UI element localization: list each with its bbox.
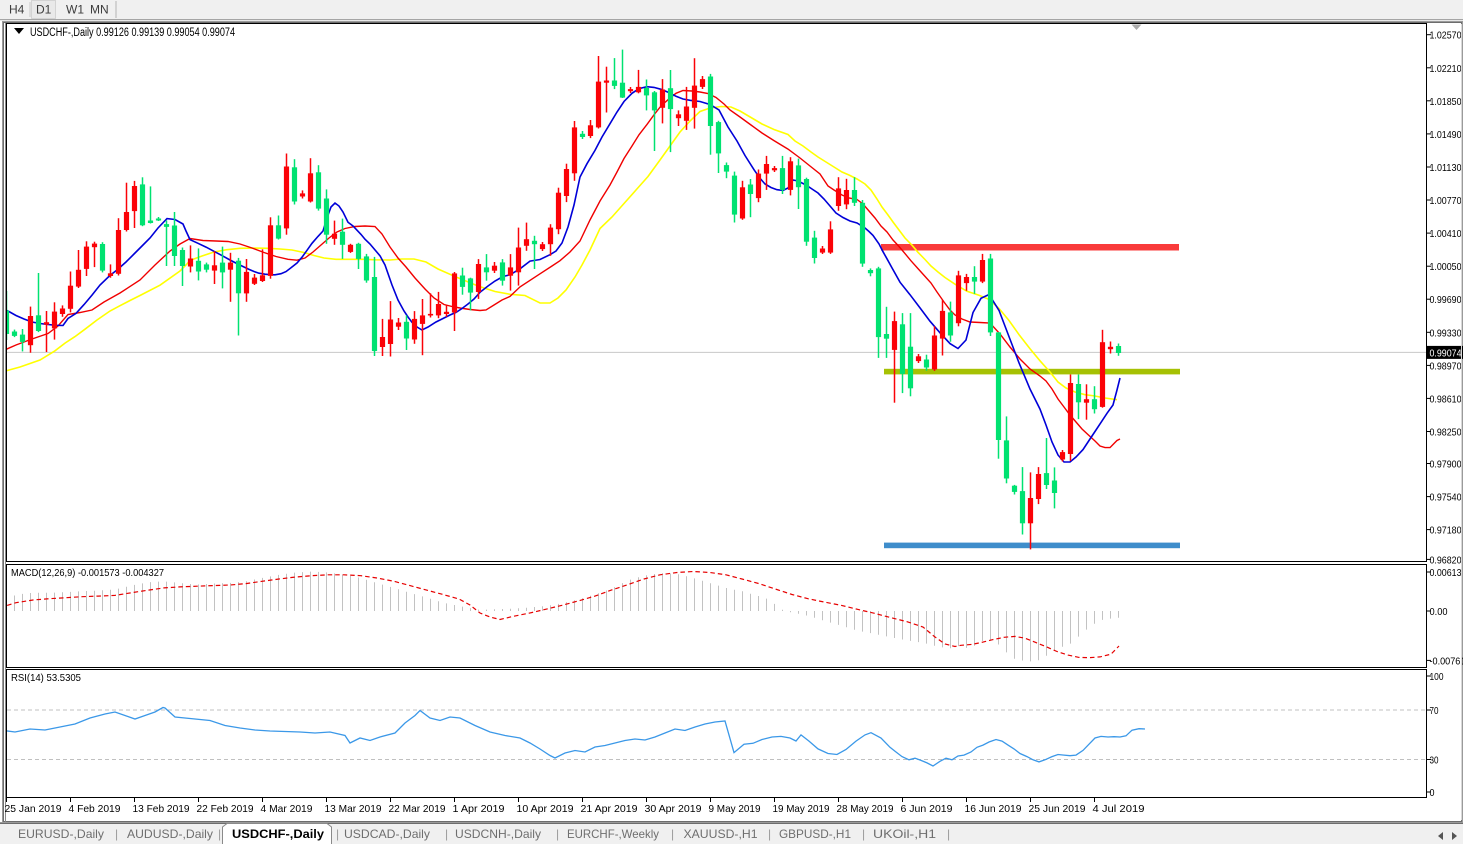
svg-text:RSI(14) 53.5305: RSI(14) 53.5305 [11, 672, 81, 684]
svg-text:GBPUSD-,H1: GBPUSD-,H1 [779, 827, 851, 841]
svg-text:-0.007612: -0.007612 [1430, 655, 1463, 667]
svg-text:1.01130: 1.01130 [1430, 162, 1462, 174]
svg-text:0.96820: 0.96820 [1430, 554, 1462, 566]
svg-text:USDCNH-,Daily: USDCNH-,Daily [455, 827, 541, 841]
svg-text:|: | [115, 827, 118, 841]
svg-text:13 Mar 2019: 13 Mar 2019 [325, 803, 382, 815]
svg-text:D1: D1 [36, 3, 52, 17]
svg-text:30: 30 [1430, 755, 1439, 767]
svg-text:4 Mar 2019: 4 Mar 2019 [261, 803, 313, 815]
svg-text:MACD(12,26,9) -0.001573 -0.004: MACD(12,26,9) -0.001573 -0.004327 [11, 567, 164, 579]
svg-text:1.00050: 1.00050 [1430, 261, 1462, 273]
svg-text:W1: W1 [66, 3, 84, 17]
svg-text:25 Jan 2019: 25 Jan 2019 [5, 803, 62, 815]
svg-text:EURUSD-,Daily: EURUSD-,Daily [18, 827, 104, 841]
svg-text:0.97540: 0.97540 [1430, 492, 1462, 504]
svg-text:|: | [768, 827, 771, 841]
svg-text:0: 0 [1430, 787, 1435, 799]
svg-text:|: | [218, 827, 221, 841]
svg-text:25 Jun 2019: 25 Jun 2019 [1029, 803, 1086, 815]
svg-text:1.00410: 1.00410 [1430, 228, 1462, 240]
svg-text:|: | [336, 827, 339, 841]
svg-text:0.00: 0.00 [1430, 606, 1448, 618]
svg-text:|: | [671, 827, 674, 841]
svg-text:|: | [556, 827, 559, 841]
svg-text:19 May 2019: 19 May 2019 [773, 803, 830, 815]
svg-text:10 Apr 2019: 10 Apr 2019 [517, 803, 574, 815]
svg-text:22 Mar 2019: 22 Mar 2019 [389, 803, 446, 815]
svg-text:4 Jul 2019: 4 Jul 2019 [1093, 803, 1145, 815]
svg-text:0.98250: 0.98250 [1430, 427, 1462, 439]
svg-text:EURCHF-,Weekly: EURCHF-,Weekly [567, 827, 659, 841]
svg-text:13 Feb 2019: 13 Feb 2019 [133, 803, 190, 815]
svg-text:0.98610: 0.98610 [1430, 393, 1462, 405]
svg-text:1.01490: 1.01490 [1430, 129, 1462, 141]
svg-text:0.99690: 0.99690 [1430, 294, 1462, 306]
svg-text:|: | [862, 827, 865, 841]
svg-text:|: | [947, 827, 950, 841]
svg-text:6 Jun 2019: 6 Jun 2019 [901, 803, 953, 815]
svg-text:0.97180: 0.97180 [1430, 525, 1462, 537]
svg-text:0.99330: 0.99330 [1430, 327, 1462, 339]
svg-text:1.02210: 1.02210 [1430, 63, 1462, 75]
svg-text:4 Feb 2019: 4 Feb 2019 [69, 803, 121, 815]
svg-text:1.01850: 1.01850 [1430, 96, 1462, 108]
svg-text:MN: MN [90, 3, 109, 17]
svg-text:USDCAD-,Daily: USDCAD-,Daily [344, 827, 430, 841]
svg-text:30 Apr 2019: 30 Apr 2019 [645, 803, 702, 815]
svg-text:1 Apr 2019: 1 Apr 2019 [453, 803, 505, 815]
svg-text:0.97900: 0.97900 [1430, 459, 1462, 471]
svg-text:AUDUSD-,Daily: AUDUSD-,Daily [127, 827, 213, 841]
svg-text:|: | [445, 827, 448, 841]
svg-text:USDCHF-,Daily: USDCHF-,Daily [232, 827, 324, 841]
svg-text:1.02570: 1.02570 [1430, 30, 1462, 42]
svg-text:16 Jun 2019: 16 Jun 2019 [965, 803, 1022, 815]
svg-text:USDCHF-,Daily 0.99126 0.99139: USDCHF-,Daily 0.99126 0.99139 0.99054 0.… [30, 27, 235, 39]
svg-text:UKOil-,H1: UKOil-,H1 [873, 827, 936, 841]
svg-text:21 Apr 2019: 21 Apr 2019 [581, 803, 638, 815]
svg-text:9 May 2019: 9 May 2019 [709, 803, 761, 815]
svg-text:0.99074: 0.99074 [1430, 348, 1462, 360]
svg-text:0.00613: 0.00613 [1430, 567, 1462, 579]
svg-text:28 May 2019: 28 May 2019 [837, 803, 894, 815]
svg-text:H4: H4 [9, 3, 25, 17]
svg-text:XAUUSD-,H1: XAUUSD-,H1 [684, 827, 758, 841]
svg-text:22 Feb 2019: 22 Feb 2019 [197, 803, 254, 815]
svg-text:70: 70 [1430, 705, 1439, 717]
svg-text:1.00770: 1.00770 [1430, 195, 1462, 207]
svg-text:0.98970: 0.98970 [1430, 360, 1462, 372]
svg-text:100: 100 [1430, 671, 1444, 683]
